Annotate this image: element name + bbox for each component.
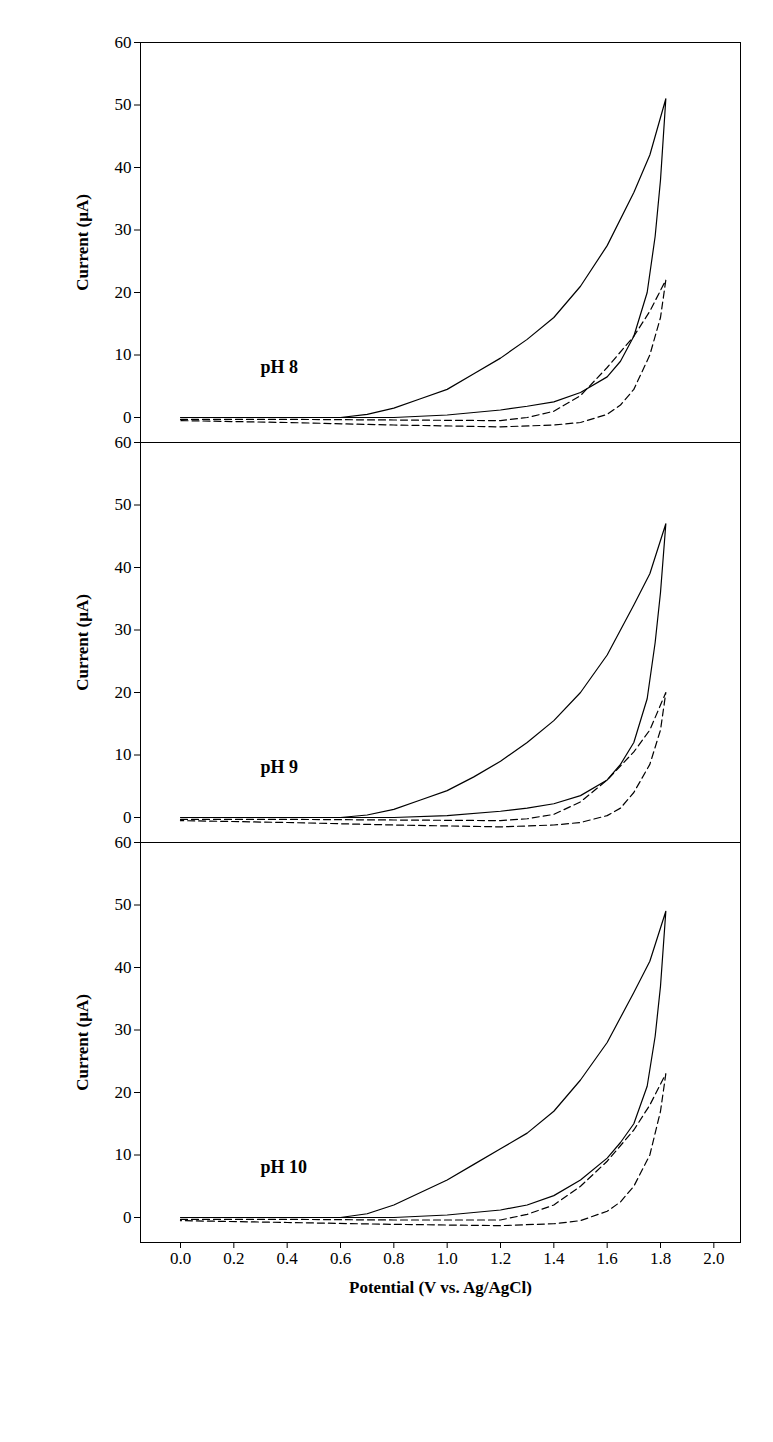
svg-text:40: 40 xyxy=(115,958,132,977)
svg-text:50: 50 xyxy=(115,495,132,514)
svg-text:2.0: 2.0 xyxy=(703,1249,724,1268)
svg-text:Current (μA): Current (μA) xyxy=(73,194,92,291)
svg-text:50: 50 xyxy=(115,895,132,914)
svg-text:0.4: 0.4 xyxy=(277,1249,299,1268)
svg-text:10: 10 xyxy=(115,1145,132,1164)
svg-text:10: 10 xyxy=(115,745,132,764)
svg-text:10: 10 xyxy=(115,345,132,364)
svg-text:60: 60 xyxy=(115,33,132,52)
svg-text:pH 10: pH 10 xyxy=(261,1157,308,1177)
svg-text:pH 8: pH 8 xyxy=(261,357,299,377)
svg-text:20: 20 xyxy=(115,683,132,702)
svg-text:1.0: 1.0 xyxy=(437,1249,458,1268)
svg-text:1.2: 1.2 xyxy=(490,1249,511,1268)
svg-text:40: 40 xyxy=(115,158,132,177)
svg-text:0: 0 xyxy=(123,1208,132,1227)
svg-text:20: 20 xyxy=(115,283,132,302)
svg-text:Current (μA): Current (μA) xyxy=(73,594,92,691)
svg-text:pH 9: pH 9 xyxy=(261,757,299,777)
svg-text:1.8: 1.8 xyxy=(650,1249,671,1268)
svg-text:1.4: 1.4 xyxy=(543,1249,565,1268)
svg-text:0.0: 0.0 xyxy=(170,1249,191,1268)
svg-text:0.6: 0.6 xyxy=(330,1249,351,1268)
svg-text:30: 30 xyxy=(115,620,132,639)
svg-text:0.2: 0.2 xyxy=(223,1249,244,1268)
svg-text:0: 0 xyxy=(123,808,132,827)
svg-text:1.6: 1.6 xyxy=(597,1249,618,1268)
svg-text:60: 60 xyxy=(115,433,132,452)
svg-text:60: 60 xyxy=(115,833,132,852)
svg-text:30: 30 xyxy=(115,1020,132,1039)
svg-text:50: 50 xyxy=(115,95,132,114)
svg-text:20: 20 xyxy=(115,1083,132,1102)
svg-text:0.8: 0.8 xyxy=(383,1249,404,1268)
svg-text:0: 0 xyxy=(123,408,132,427)
svg-text:30: 30 xyxy=(115,220,132,239)
svg-text:Potential (V vs. Ag/AgCl): Potential (V vs. Ag/AgCl) xyxy=(349,1278,532,1297)
svg-text:Current (μA): Current (μA) xyxy=(73,994,92,1091)
svg-text:40: 40 xyxy=(115,558,132,577)
